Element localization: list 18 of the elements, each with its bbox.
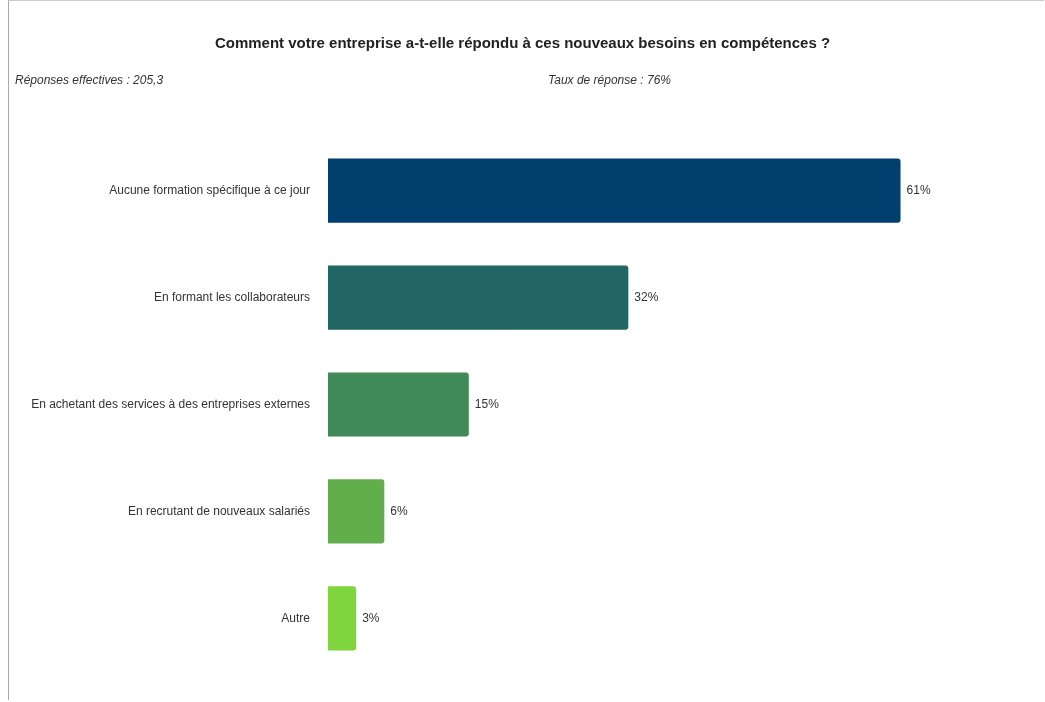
y-tick-label: En recrutant de nouveaux salariés <box>127 503 310 518</box>
bar <box>328 372 469 437</box>
data-label: 6% <box>390 503 408 518</box>
bar <box>328 586 357 651</box>
bar <box>328 158 901 223</box>
data-label: 61% <box>906 182 931 197</box>
text: Réponses effectives : 205,3 <box>15 73 164 87</box>
data-label: 15% <box>474 396 500 411</box>
y-tick-label: Autre <box>281 610 311 625</box>
y-tick-label: En formant les collaborateurs <box>153 289 310 304</box>
data-label: 3% <box>362 610 380 625</box>
y-tick-label: Aucune formation spécifique à ce jour <box>109 182 310 197</box>
data-label: 32% <box>634 289 659 304</box>
y-tick-label: En achetant des services à des entreprises externes <box>31 396 310 411</box>
bar <box>328 479 385 544</box>
bar <box>328 265 629 330</box>
text: Taux de réponse : 76% <box>548 73 671 87</box>
chart-title: Comment votre entreprise a-t-elle répondu à ces nouveaux besoins en compétences ? <box>213 34 832 51</box>
